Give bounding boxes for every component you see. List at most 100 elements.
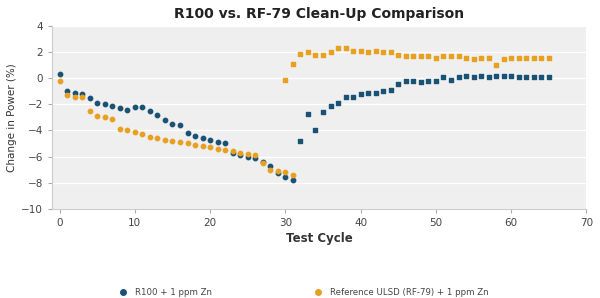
Point xyxy=(205,137,215,142)
Point xyxy=(544,55,554,60)
Point xyxy=(491,63,501,68)
Point xyxy=(394,52,403,57)
Point xyxy=(250,156,260,160)
Point xyxy=(137,105,147,109)
Point xyxy=(356,49,365,53)
Point xyxy=(386,50,395,55)
Point xyxy=(318,52,328,57)
Point xyxy=(220,148,230,152)
X-axis label: Test Cycle: Test Cycle xyxy=(286,232,353,245)
Point xyxy=(213,140,223,145)
Point xyxy=(145,108,155,113)
Point xyxy=(521,55,531,60)
Point xyxy=(379,50,388,55)
Point xyxy=(281,175,290,180)
Point xyxy=(364,90,373,95)
Point xyxy=(409,79,418,83)
Point xyxy=(529,55,539,60)
Point xyxy=(85,108,94,113)
Point xyxy=(258,161,268,165)
Point xyxy=(190,133,200,138)
Point xyxy=(107,103,117,108)
Point xyxy=(371,90,380,95)
Point xyxy=(514,55,524,60)
Point xyxy=(439,75,448,80)
Point xyxy=(506,73,516,78)
Point xyxy=(288,62,298,66)
Point xyxy=(92,114,102,119)
Point xyxy=(536,75,546,80)
Point xyxy=(311,128,320,133)
Point xyxy=(499,73,508,78)
Point xyxy=(228,150,238,155)
Point xyxy=(454,75,463,80)
Point xyxy=(266,167,275,172)
Point xyxy=(235,150,245,155)
Point xyxy=(137,132,147,137)
Point xyxy=(544,75,554,80)
Point xyxy=(333,46,343,51)
Point xyxy=(213,146,223,151)
Point xyxy=(424,79,433,83)
Point xyxy=(77,91,87,96)
Point xyxy=(454,54,463,59)
Point xyxy=(529,75,539,80)
Point xyxy=(401,54,410,59)
Point xyxy=(55,72,64,77)
Point xyxy=(371,49,380,53)
Point xyxy=(446,77,456,82)
Point xyxy=(228,149,238,154)
Point xyxy=(77,94,87,99)
Point xyxy=(175,123,185,128)
Point xyxy=(514,75,524,80)
Point xyxy=(506,55,516,60)
Point xyxy=(499,56,508,61)
Point xyxy=(122,128,132,133)
Point xyxy=(303,111,313,116)
Point xyxy=(461,73,471,78)
Point xyxy=(469,56,478,61)
Point xyxy=(205,145,215,150)
Point xyxy=(190,142,200,147)
Point xyxy=(115,106,125,111)
Point xyxy=(521,75,531,80)
Point xyxy=(476,55,486,60)
Point xyxy=(424,54,433,59)
Point xyxy=(122,107,132,112)
Point xyxy=(394,81,403,86)
Point xyxy=(469,75,478,80)
Point xyxy=(311,52,320,57)
Point xyxy=(273,171,283,176)
Point xyxy=(152,136,162,141)
Point xyxy=(243,154,253,159)
Point xyxy=(446,54,456,59)
Point xyxy=(55,79,64,83)
Title: R100 vs. RF-79 Clean-Up Comparison: R100 vs. RF-79 Clean-Up Comparison xyxy=(174,7,464,21)
Point xyxy=(341,46,350,51)
Point xyxy=(62,89,72,94)
Point xyxy=(401,79,410,83)
Point xyxy=(431,55,441,60)
Point xyxy=(461,55,471,60)
Point xyxy=(107,116,117,121)
Point xyxy=(273,168,283,173)
Point xyxy=(160,118,170,122)
Point xyxy=(235,153,245,158)
Point xyxy=(70,94,79,99)
Point xyxy=(160,137,170,142)
Point xyxy=(303,50,313,55)
Point xyxy=(198,144,208,148)
Point xyxy=(92,101,102,105)
Point xyxy=(258,159,268,164)
Point xyxy=(152,112,162,117)
Point xyxy=(266,163,275,168)
Point xyxy=(296,139,305,143)
Point xyxy=(220,141,230,146)
Point xyxy=(243,151,253,156)
Point xyxy=(183,131,193,136)
Point xyxy=(416,80,425,85)
Point xyxy=(288,178,298,182)
Point xyxy=(130,105,140,109)
Point xyxy=(379,89,388,94)
Point xyxy=(484,55,493,60)
